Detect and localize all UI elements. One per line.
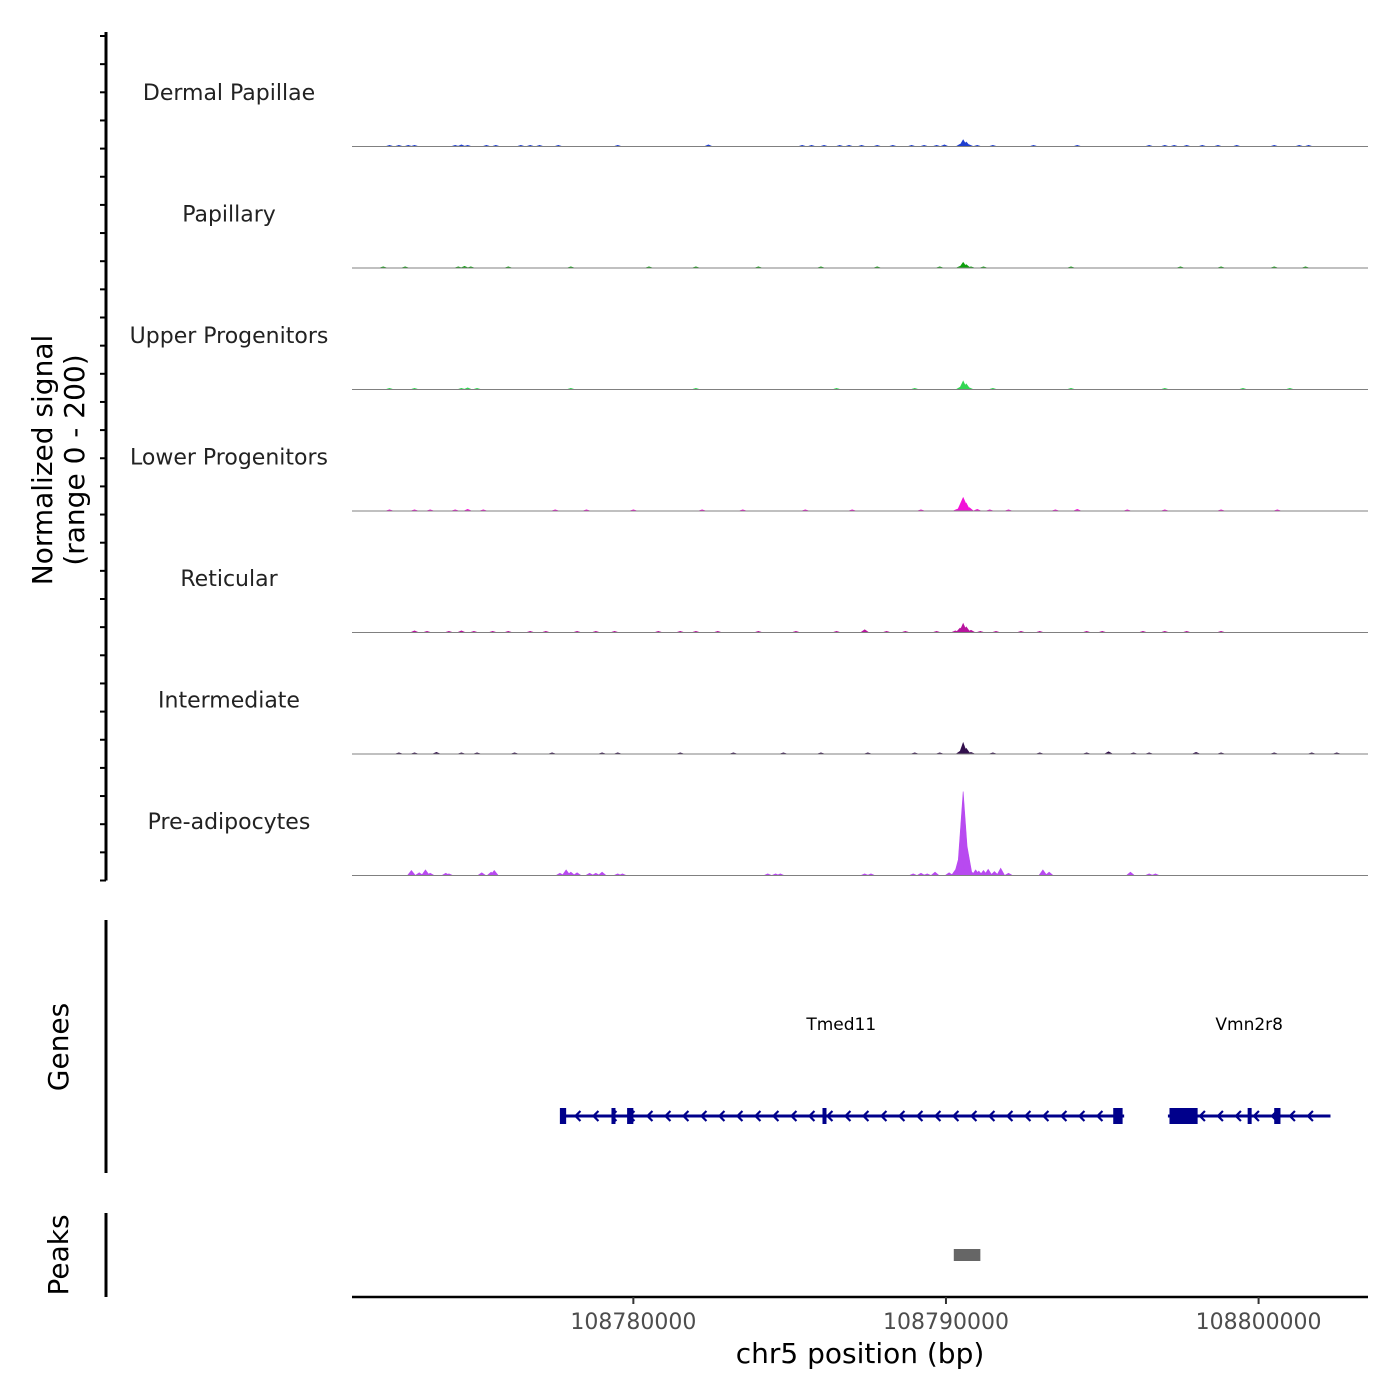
peak-panel: [104, 1213, 981, 1297]
strand-arrow: [807, 1110, 816, 1122]
track-signal-area: [385, 380, 1294, 390]
peak-region: [953, 1249, 981, 1261]
track-dermal-papillae: Dermal Papillae: [143, 81, 1368, 147]
gene-label: Tmed11: [805, 1015, 876, 1035]
strand-arrow: [663, 1110, 672, 1122]
strand-arrow: [1041, 1110, 1050, 1122]
strand-arrow: [1216, 1110, 1224, 1122]
track-label: Reticular: [180, 567, 278, 592]
x-axis: 108780000 108790000 108800000: [352, 1295, 1368, 1335]
strand-arrow: [933, 1110, 942, 1122]
gene-exon: [1274, 1108, 1281, 1124]
strand-arrow: [843, 1110, 852, 1122]
strand-arrow: [717, 1110, 726, 1122]
strand-arrow: [789, 1110, 798, 1122]
signal-y-axis-title-line1: Normalized signal: [26, 335, 59, 586]
strand-arrow: [915, 1110, 924, 1122]
track-label: Lower Progenitors: [130, 446, 328, 471]
strand-arrow: [591, 1110, 600, 1122]
strand-arrow: [1095, 1110, 1104, 1122]
track-signal-area: [394, 741, 1341, 755]
signal-panel: Dermal Papillae Papillary Upper Progenitor…: [100, 32, 1368, 882]
strand-arrow: [1252, 1110, 1260, 1122]
track-upper-progenitors: Upper Progenitors: [130, 324, 1368, 390]
strand-arrow: [771, 1110, 780, 1122]
strand-arrow: [825, 1110, 834, 1122]
strand-arrow: [1005, 1110, 1014, 1122]
track-label: Pre-adipocytes: [148, 810, 311, 835]
peak-panel-label: Peaks: [42, 1214, 75, 1295]
strand-arrow: [1077, 1110, 1086, 1122]
gene-exon: [627, 1108, 634, 1124]
x-axis-title: chr5 position (bp): [736, 1337, 985, 1370]
track-papillary: Papillary: [182, 203, 1368, 269]
strand-arrow: [735, 1110, 744, 1122]
strand-arrow: [1288, 1110, 1296, 1122]
gene-exon: [1113, 1108, 1123, 1124]
strand-arrow: [969, 1110, 978, 1122]
x-axis-tick-label: 108800000: [1196, 1310, 1322, 1335]
strand-arrow: [861, 1110, 870, 1122]
gene-exon: [1169, 1108, 1198, 1124]
track-signal-area: [406, 791, 1160, 876]
signal-y-axis-title-line2: (range 0 - 200): [58, 354, 91, 565]
gene-exon: [1247, 1108, 1252, 1124]
track-label: Intermediate: [158, 689, 300, 714]
strand-arrow: [645, 1110, 654, 1122]
gene-label: Vmn2r8: [1215, 1015, 1283, 1035]
track-label: Upper Progenitors: [130, 324, 329, 349]
gene-panel: Tmed11 Vmn2r8: [104, 920, 1331, 1173]
strand-arrow: [753, 1110, 762, 1122]
strand-arrow: [1198, 1110, 1206, 1122]
track-lower-progenitors: Lower Progenitors: [130, 446, 1368, 512]
strand-arrow: [951, 1110, 960, 1122]
strand-arrow: [699, 1110, 708, 1122]
strand-arrow: [1234, 1110, 1242, 1122]
strand-arrow: [681, 1110, 690, 1122]
strand-arrow: [1306, 1110, 1314, 1122]
track-reticular: Reticular: [180, 567, 1368, 633]
strand-arrow: [573, 1110, 582, 1122]
gene-exon: [611, 1108, 616, 1124]
gene-exon: [559, 1108, 567, 1124]
strand-arrow: [1059, 1110, 1068, 1122]
strand-arrow: [879, 1110, 888, 1122]
gene-tmed11: Tmed11: [559, 1015, 1125, 1124]
track-pre-adipocytes: Pre-adipocytes: [148, 791, 1368, 876]
track-intermediate: Intermediate: [158, 689, 1368, 755]
gene-exon: [822, 1108, 827, 1124]
gene-vmn2r8: Vmn2r8: [1167, 1015, 1331, 1124]
strand-arrow: [897, 1110, 906, 1122]
track-signal-area: [385, 139, 1313, 147]
strand-arrow: [987, 1110, 996, 1122]
track-signal-area: [385, 496, 1282, 512]
gene-panel-label: Genes: [42, 1003, 75, 1091]
track-signal-area: [410, 622, 1226, 633]
x-axis-tick-label: 108790000: [883, 1310, 1009, 1335]
track-label: Papillary: [182, 203, 276, 228]
strand-arrow: [1023, 1110, 1032, 1122]
x-axis-tick-label: 108780000: [570, 1310, 696, 1335]
track-label: Dermal Papillae: [143, 81, 315, 106]
track-signal-area: [379, 261, 1310, 269]
